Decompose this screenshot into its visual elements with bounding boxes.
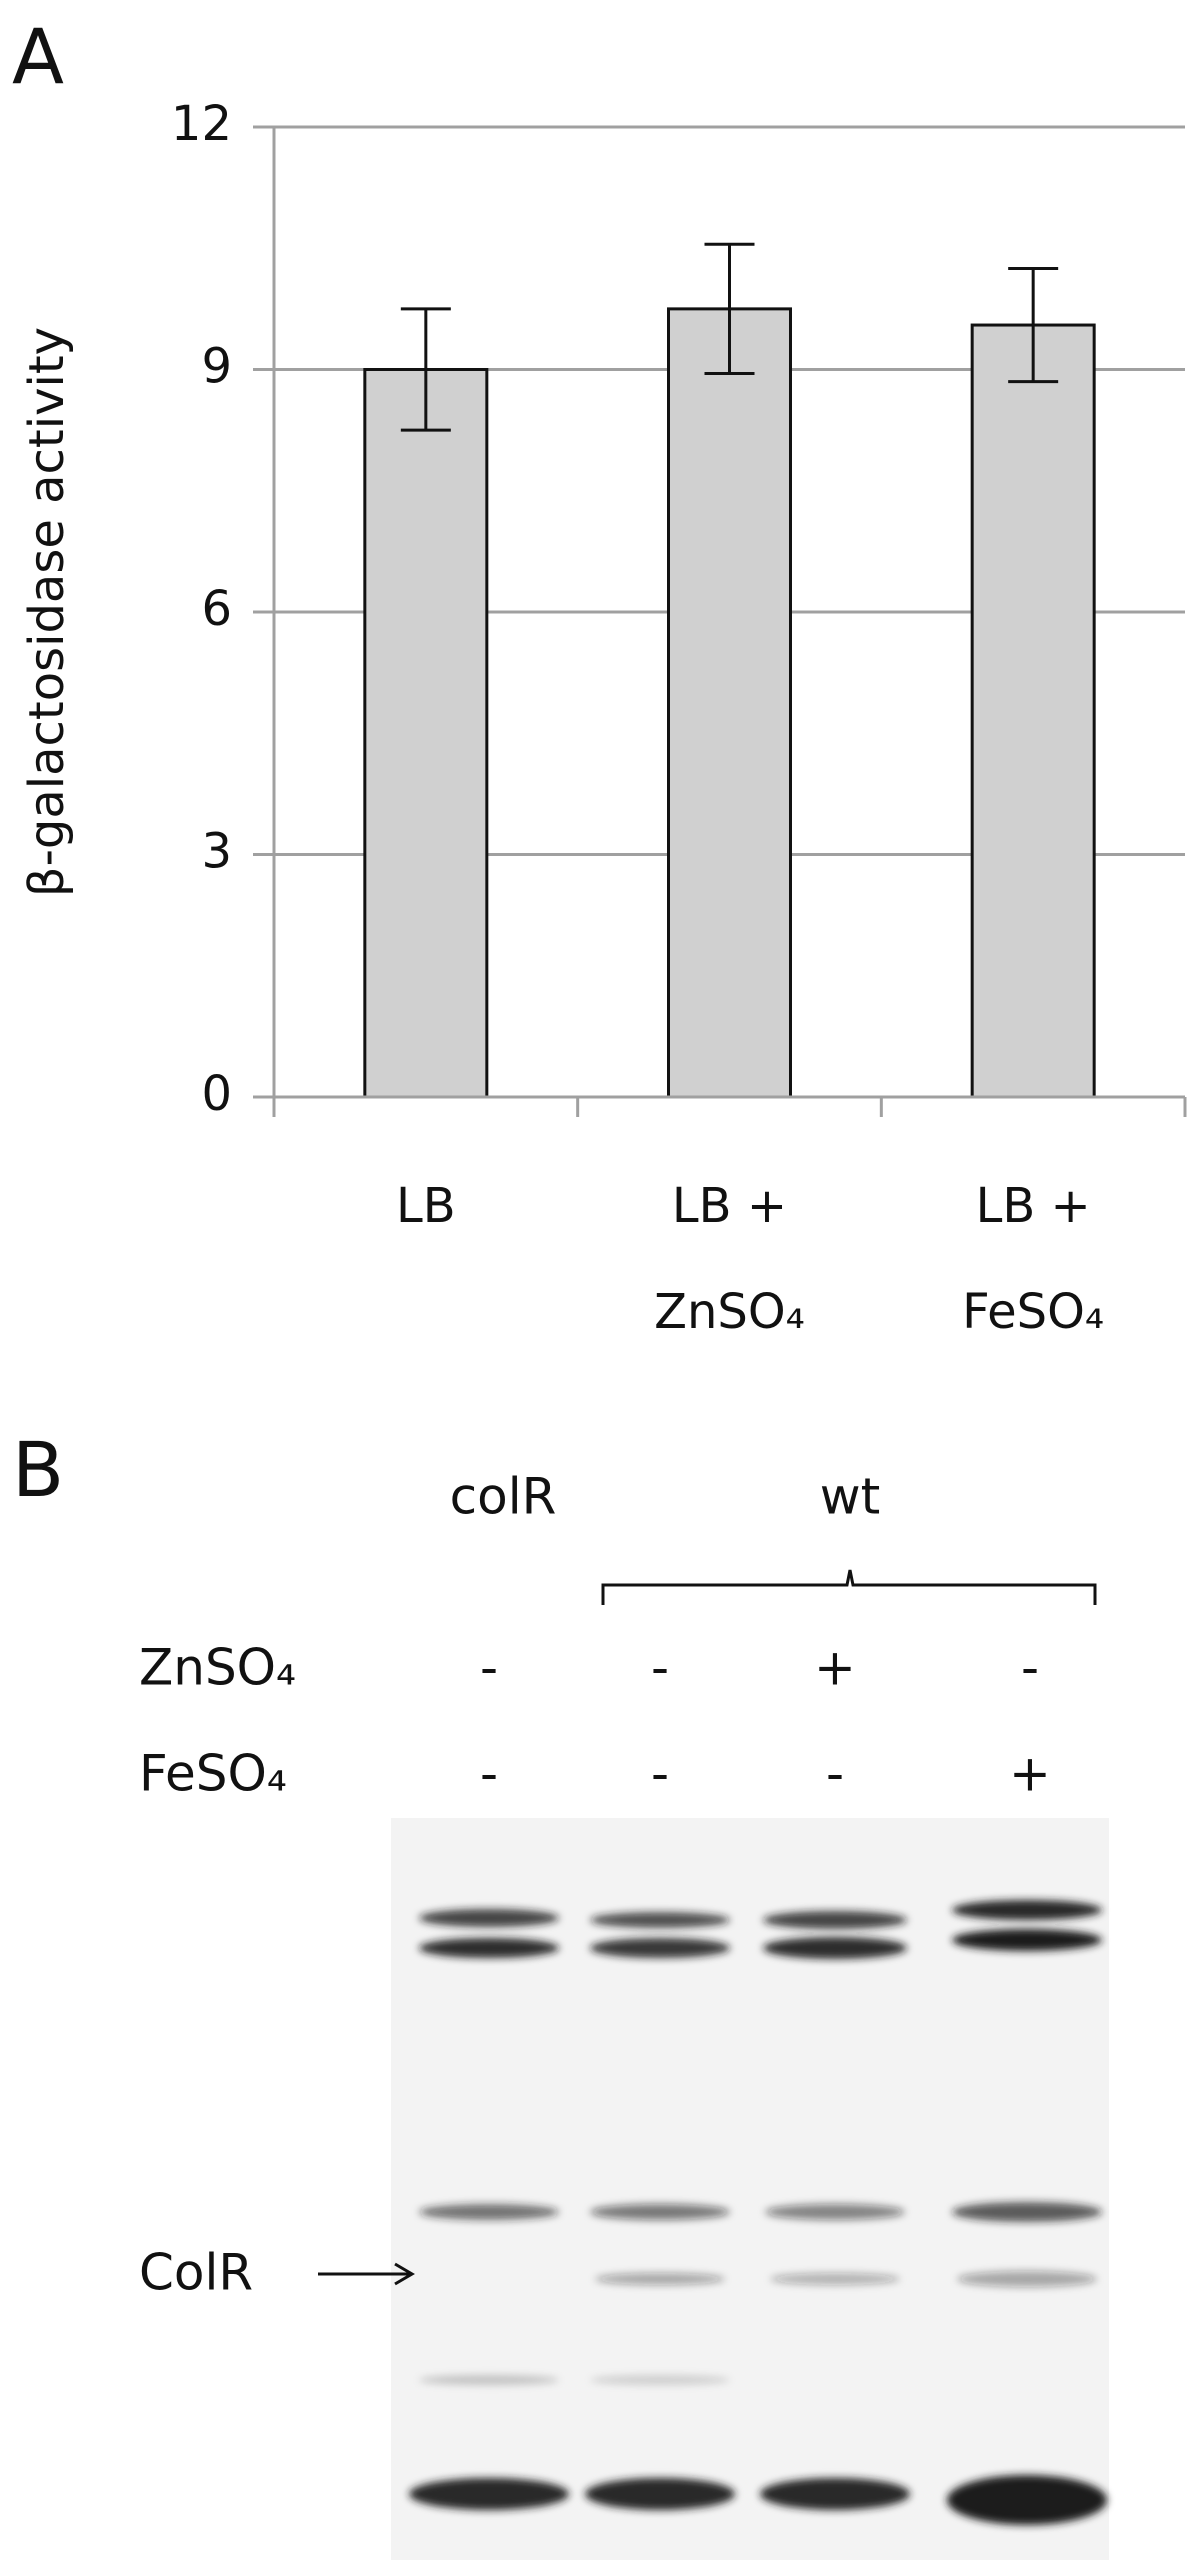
bar bbox=[363, 368, 489, 1099]
x-tick-label: LB + ZnSO₄ bbox=[654, 1178, 805, 1340]
panel-label: A bbox=[12, 12, 64, 101]
y-tick-label: 12 bbox=[171, 96, 232, 152]
treatment-sign: + bbox=[814, 1639, 856, 1697]
treatment-sign: - bbox=[826, 1745, 844, 1803]
x-tick-label: LB + FeSO₄ bbox=[962, 1178, 1105, 1340]
row-label: ZnSO₄ bbox=[139, 1639, 296, 1697]
error-bar bbox=[1008, 266, 1059, 384]
arrow-head bbox=[394, 2262, 415, 2286]
error-bar bbox=[400, 307, 451, 432]
treatment-sign: - bbox=[651, 1639, 669, 1697]
y-tick-label: 6 bbox=[201, 581, 232, 637]
treatment-sign: - bbox=[1021, 1639, 1039, 1697]
y-axis-label: β-galactosidase activity bbox=[19, 327, 75, 897]
error-bar bbox=[704, 242, 755, 376]
x-tick-label: LB bbox=[395, 1178, 456, 1234]
panel-label: B bbox=[12, 1425, 64, 1514]
row-label: FeSO₄ bbox=[139, 1745, 287, 1803]
group-label: wt bbox=[820, 1468, 881, 1526]
treatment-sign: - bbox=[480, 1745, 498, 1803]
bands bbox=[409, 1900, 1107, 2525]
western-blot bbox=[318, 1569, 1109, 2560]
group-label: colR bbox=[450, 1468, 557, 1526]
bar bbox=[970, 323, 1096, 1099]
y-tick-label: 9 bbox=[201, 339, 232, 395]
y-tick-label: 3 bbox=[201, 824, 232, 880]
y-tick-label: 0 bbox=[201, 1066, 232, 1122]
bracket bbox=[601, 1569, 1097, 1605]
blot-background bbox=[391, 1818, 1109, 2560]
band-label: ColR bbox=[139, 2244, 253, 2302]
treatment-sign: + bbox=[1009, 1745, 1051, 1803]
bar bbox=[667, 307, 792, 1099]
treatment-sign: - bbox=[480, 1639, 498, 1697]
treatment-sign: - bbox=[651, 1745, 669, 1803]
